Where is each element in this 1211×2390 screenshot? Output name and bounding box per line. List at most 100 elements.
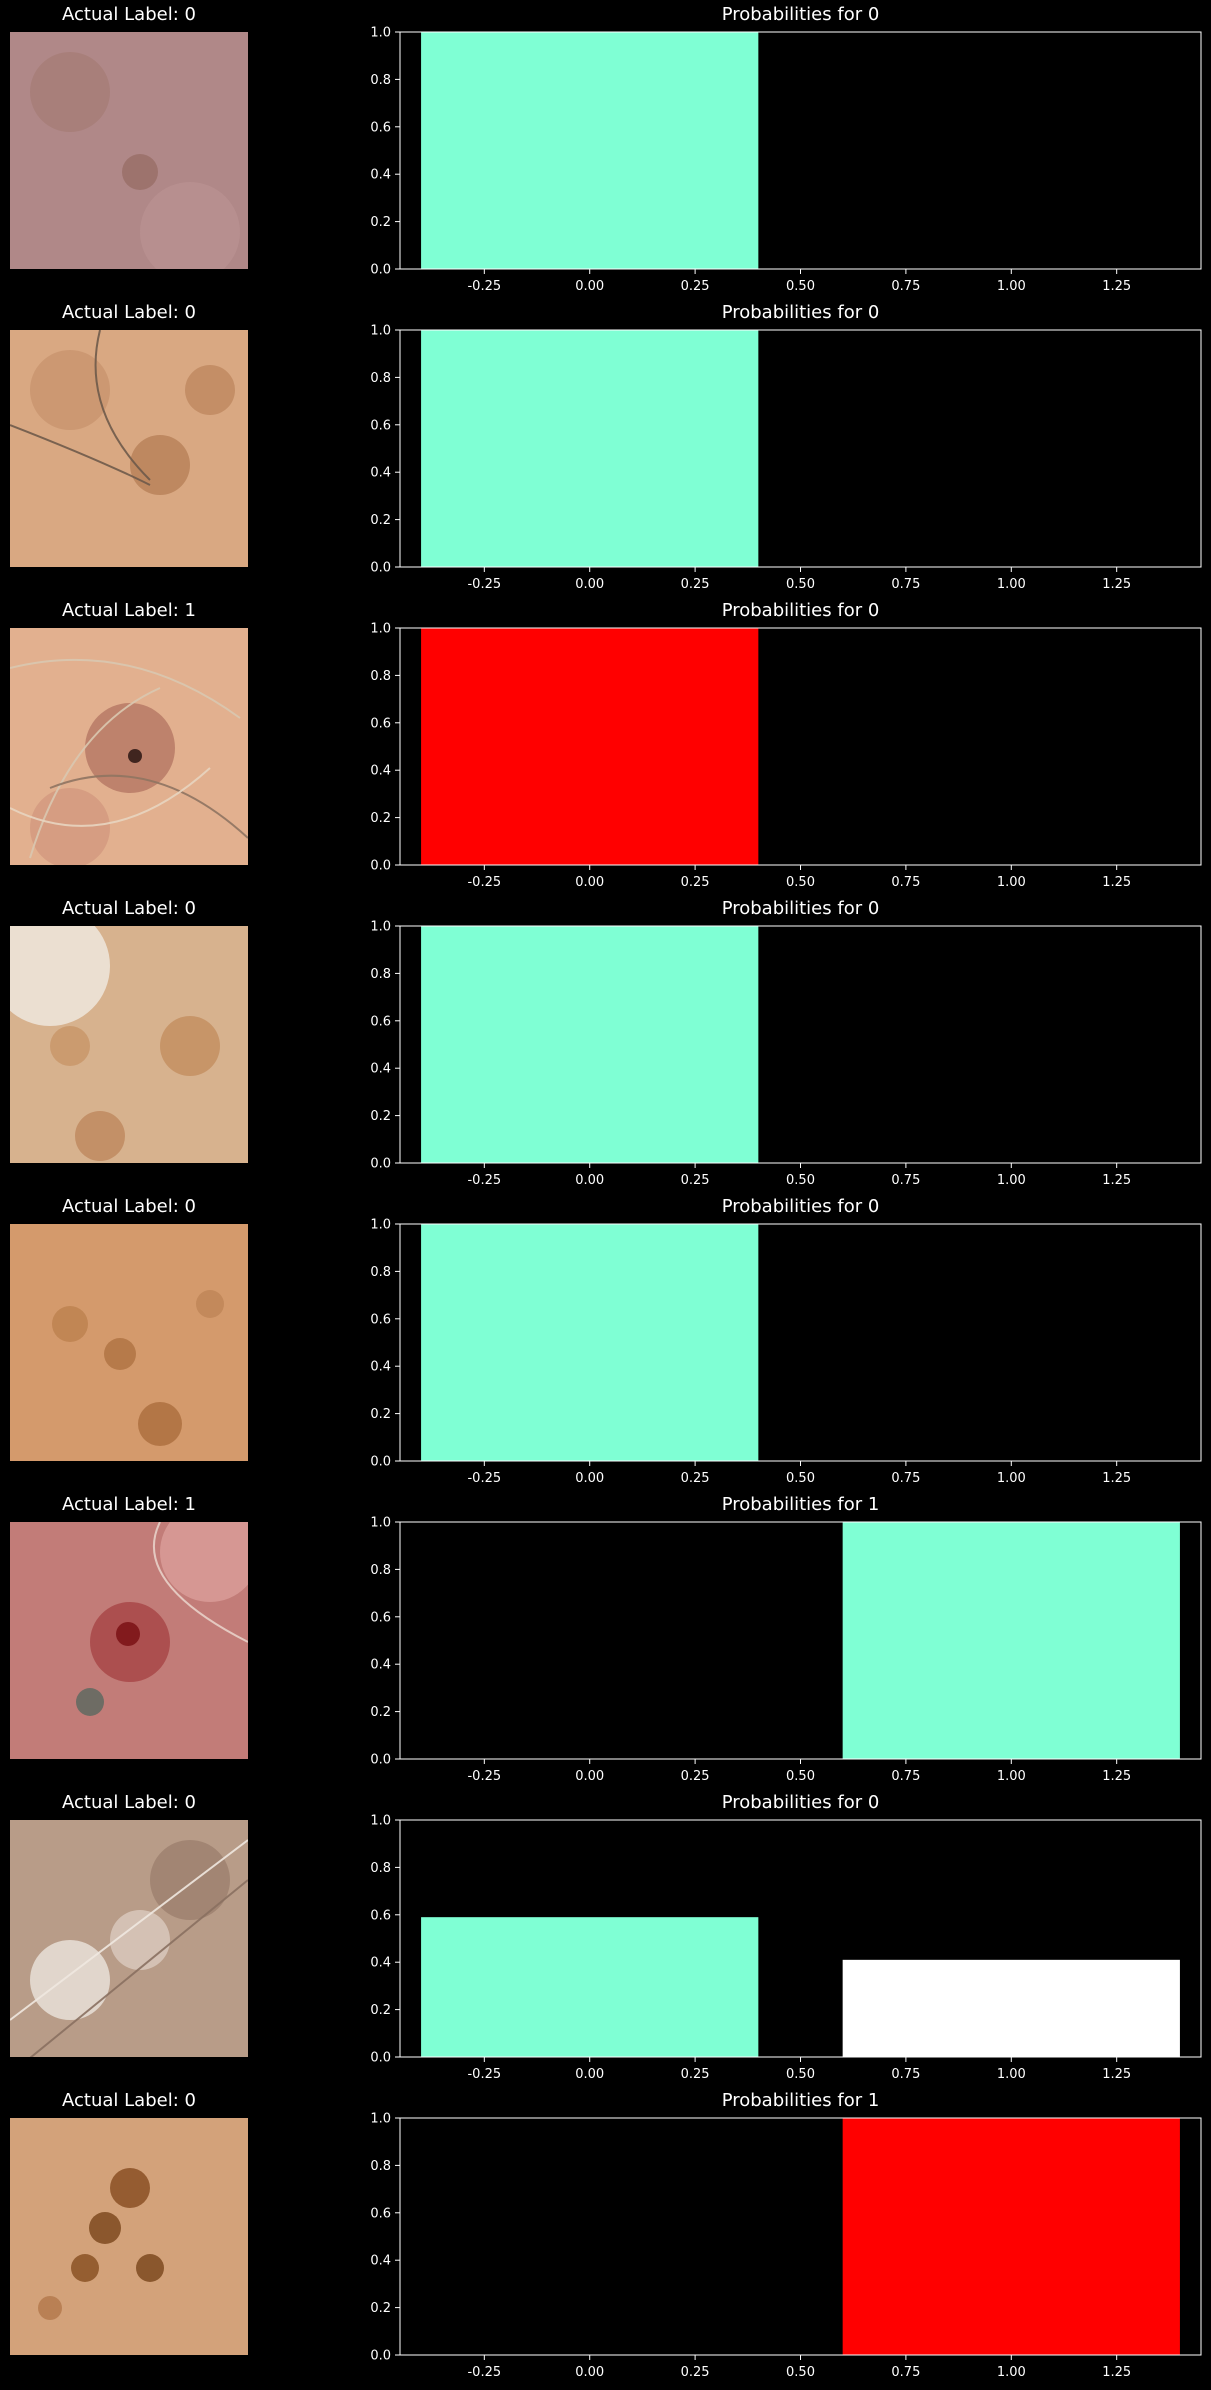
x-tick-label: 1.00 (997, 875, 1026, 890)
y-tick-label: 0.8 (370, 967, 391, 982)
lesion-thumbnail-graphic (10, 1522, 248, 1759)
y-tick-label: 0.6 (370, 716, 391, 731)
y-tick-label: 0.0 (370, 2349, 391, 2364)
y-tick-label: 0.4 (370, 1658, 391, 1673)
image-title: Actual Label: 0 (62, 1196, 196, 1217)
y-tick-label: 0.2 (370, 1109, 391, 1124)
x-tick-label: 0.50 (786, 875, 815, 890)
x-tick-label: 1.00 (997, 2365, 1026, 2380)
x-tick-label: 1.00 (997, 577, 1026, 592)
y-tick-label: 0.0 (370, 1753, 391, 1768)
chart-svg: 0.0 0.2 0.4 0.6 0.8 1.0 -0.25 0.00 0.25 0.50 0.75 1… (370, 1516, 1202, 1784)
y-tick-label: 0.8 (370, 371, 391, 386)
x-tick-label: 1.25 (1102, 1173, 1131, 1188)
image-title: Actual Label: 1 (62, 600, 196, 621)
lesion-thumbnail-graphic (10, 1224, 248, 1461)
x-tick-label: 1.25 (1102, 279, 1131, 294)
plot-title: Probabilities for 0 (721, 898, 880, 919)
y-tick-label: 1.0 (370, 920, 391, 935)
lesion-thumbnail-graphic (10, 2118, 248, 2355)
y-tick-label: 0.0 (370, 561, 391, 576)
y-tick-label: 0.6 (370, 418, 391, 433)
x-tick-label: 0.25 (681, 875, 710, 890)
x-tick-label: 0.50 (786, 577, 815, 592)
x-tick-label: 0.00 (575, 279, 604, 294)
bar-class-0 (421, 1224, 759, 1461)
y-tick-label: 0.8 (370, 1563, 391, 1578)
y-tick-label: 1.0 (370, 26, 391, 41)
figure-row: Actual Label: 0 Probabilities for 0 0.0 0.2… (0, 0, 1211, 298)
y-tick-label: 0.6 (370, 1312, 391, 1327)
probability-bar-chart: 0.0 0.2 0.4 0.6 0.8 1.0 -0.25 0.00 0.25 0.50 0.75 1… (340, 1514, 1211, 1788)
y-tick-label: 1.0 (370, 1516, 391, 1531)
probability-bar-chart: 0.0 0.2 0.4 0.6 0.8 1.0 -0.25 0.00 0.25 0.50 0.75 1… (340, 1216, 1211, 1490)
figure-row: Actual Label: 1 Probabilities for 1 0.0 0.2… (0, 1490, 1211, 1788)
plot-title: Probabilities for 1 (721, 2090, 880, 2111)
lesion-thumbnail-graphic (10, 32, 248, 269)
chart-svg: 0.0 0.2 0.4 0.6 0.8 1.0 -0.25 0.00 0.25 0.50 0.75 1… (370, 2112, 1202, 2380)
probability-bar-chart: 0.0 0.2 0.4 0.6 0.8 1.0 -0.25 0.00 0.25 0.50 0.75 1… (340, 24, 1211, 298)
plot-title: Probabilities for 0 (721, 1792, 880, 1813)
bar-class-0 (421, 330, 759, 567)
y-tick-label: 0.0 (370, 2051, 391, 2066)
x-tick-label: 1.00 (997, 1471, 1026, 1486)
probability-bar-chart: 0.0 0.2 0.4 0.6 0.8 1.0 -0.25 0.00 0.25 0.50 0.75 1… (340, 620, 1211, 894)
skin-lesion-image (10, 1224, 248, 1461)
y-tick-label: 1.0 (370, 622, 391, 637)
y-tick-label: 0.8 (370, 1861, 391, 1876)
y-tick-label: 0.8 (370, 1265, 391, 1280)
x-tick-label: -0.25 (467, 2365, 501, 2380)
image-title: Actual Label: 0 (62, 302, 196, 323)
chart-svg: 0.0 0.2 0.4 0.6 0.8 1.0 -0.25 0.00 0.25 0.50 0.75 1… (370, 26, 1202, 294)
y-tick-label: 0.0 (370, 1157, 391, 1172)
bar-class-0 (421, 926, 759, 1163)
image-title: Actual Label: 1 (62, 1494, 196, 1515)
x-tick-label: 1.25 (1102, 577, 1131, 592)
x-tick-label: 1.25 (1102, 1769, 1131, 1784)
lesion-thumbnail-graphic (10, 330, 248, 567)
x-tick-label: -0.25 (467, 279, 501, 294)
x-tick-label: 1.00 (997, 1769, 1026, 1784)
lesion-thumbnail-graphic (10, 926, 248, 1163)
bar-class-1 (842, 1959, 1180, 2057)
y-tick-label: 0.2 (370, 1407, 391, 1422)
x-tick-label: 0.50 (786, 2365, 815, 2380)
x-tick-label: 1.25 (1102, 2067, 1131, 2082)
x-tick-label: 0.50 (786, 1471, 815, 1486)
figure-row: Actual Label: 0 Probabilities for 0 0.0 0.2… (0, 1788, 1211, 2086)
skin-lesion-image (10, 926, 248, 1163)
x-tick-label: -0.25 (467, 1173, 501, 1188)
x-tick-label: 0.00 (575, 2365, 604, 2380)
skin-lesion-image (10, 628, 248, 865)
y-tick-label: 1.0 (370, 1218, 391, 1233)
probability-bar-chart: 0.0 0.2 0.4 0.6 0.8 1.0 -0.25 0.00 0.25 0.50 0.75 1… (340, 918, 1211, 1192)
x-tick-label: 1.00 (997, 2067, 1026, 2082)
x-tick-label: 0.00 (575, 1173, 604, 1188)
bar-class-0 (421, 1917, 759, 2057)
x-tick-label: 0.50 (786, 2067, 815, 2082)
y-tick-label: 0.6 (370, 2206, 391, 2221)
y-tick-label: 0.0 (370, 1455, 391, 1470)
y-tick-label: 0.4 (370, 2254, 391, 2269)
x-tick-label: -0.25 (467, 1471, 501, 1486)
y-tick-label: 0.6 (370, 1908, 391, 1923)
y-tick-label: 1.0 (370, 2112, 391, 2127)
y-tick-label: 0.0 (370, 859, 391, 874)
x-tick-label: 0.25 (681, 2067, 710, 2082)
plot-title: Probabilities for 0 (721, 302, 880, 323)
x-tick-label: 0.75 (891, 1769, 920, 1784)
skin-lesion-image (10, 1522, 248, 1759)
probability-bar-chart: 0.0 0.2 0.4 0.6 0.8 1.0 -0.25 0.00 0.25 0.50 0.75 1… (340, 322, 1211, 596)
y-tick-label: 0.2 (370, 2301, 391, 2316)
x-tick-label: 0.50 (786, 279, 815, 294)
x-tick-label: 0.25 (681, 1173, 710, 1188)
chart-svg: 0.0 0.2 0.4 0.6 0.8 1.0 -0.25 0.00 0.25 0.50 0.75 1… (370, 1814, 1202, 2082)
image-title: Actual Label: 0 (62, 4, 196, 25)
figure-row: Actual Label: 0 Probabilities for 0 0.0 0.2… (0, 894, 1211, 1192)
x-tick-label: -0.25 (467, 875, 501, 890)
x-tick-label: 0.00 (575, 1769, 604, 1784)
y-tick-label: 0.4 (370, 1360, 391, 1375)
lesion-thumbnail-graphic (10, 1820, 248, 2057)
x-tick-label: 0.75 (891, 577, 920, 592)
y-tick-label: 1.0 (370, 1814, 391, 1829)
